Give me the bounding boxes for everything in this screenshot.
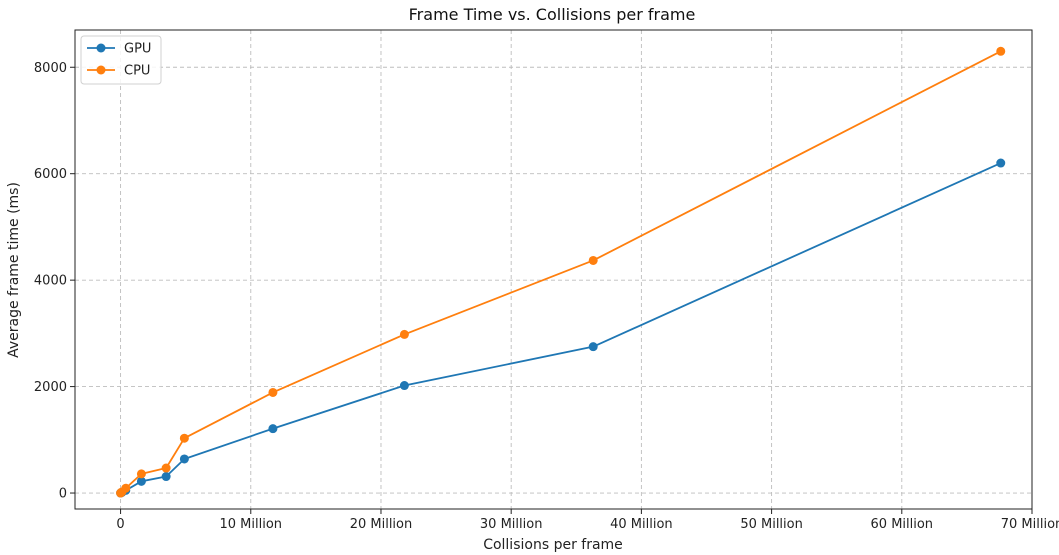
series-layer: [116, 46, 1006, 498]
grid: [75, 30, 1033, 509]
y-tick-label: 6000: [34, 167, 67, 182]
legend-marker: [96, 43, 106, 53]
series-cpu: [116, 46, 1006, 498]
x-tick-label: 30 Million: [480, 517, 543, 532]
series-line: [120, 50, 1002, 494]
data-point: [136, 469, 146, 479]
y-tick-label: 2000: [34, 380, 67, 395]
y-tick-label: 4000: [34, 274, 67, 289]
data-point: [136, 476, 146, 486]
series-gpu: [116, 158, 1006, 498]
data-point: [588, 342, 598, 352]
data-point: [996, 158, 1006, 168]
legend-label: GPU: [124, 42, 151, 57]
data-point: [161, 463, 171, 473]
chart-title: Frame Time vs. Collisions per frame: [409, 5, 696, 24]
data-point: [996, 46, 1006, 56]
y-axis: 0 2000 4000 6000 8000: [34, 61, 75, 502]
data-point: [179, 433, 189, 443]
legend-item-gpu: GPU: [87, 42, 151, 57]
legend-marker: [96, 65, 106, 75]
y-axis-title: Average frame time (ms): [6, 182, 22, 358]
plot-frame: [74, 29, 1033, 510]
data-point: [179, 454, 189, 464]
data-point: [121, 483, 131, 493]
data-point: [268, 424, 278, 434]
series-line: [120, 162, 1002, 494]
data-point: [588, 255, 598, 265]
x-tick-label: 20 Million: [350, 517, 413, 532]
x-axis-title: Collisions per frame: [483, 537, 623, 553]
legend-item-cpu: CPU: [87, 64, 150, 79]
x-tick-label: 10 Million: [220, 517, 283, 532]
x-tick-label: 40 Million: [610, 517, 673, 532]
legend-label: CPU: [124, 64, 150, 79]
legend: GPU CPU: [80, 35, 162, 85]
y-tick-label: 8000: [34, 61, 67, 76]
x-tick-label: 0: [116, 517, 124, 532]
data-point: [268, 387, 278, 397]
x-axis: 0 10 Million 20 Million 30 Million 40 Millio…: [116, 509, 1059, 532]
data-point: [161, 472, 171, 482]
data-point: [399, 329, 409, 339]
data-point: [399, 381, 409, 391]
x-tick-label: 70 Million: [1001, 517, 1059, 532]
x-tick-label: 50 Million: [740, 517, 803, 532]
x-tick-label: 60 Million: [871, 517, 934, 532]
y-tick-label: 0: [59, 487, 67, 502]
